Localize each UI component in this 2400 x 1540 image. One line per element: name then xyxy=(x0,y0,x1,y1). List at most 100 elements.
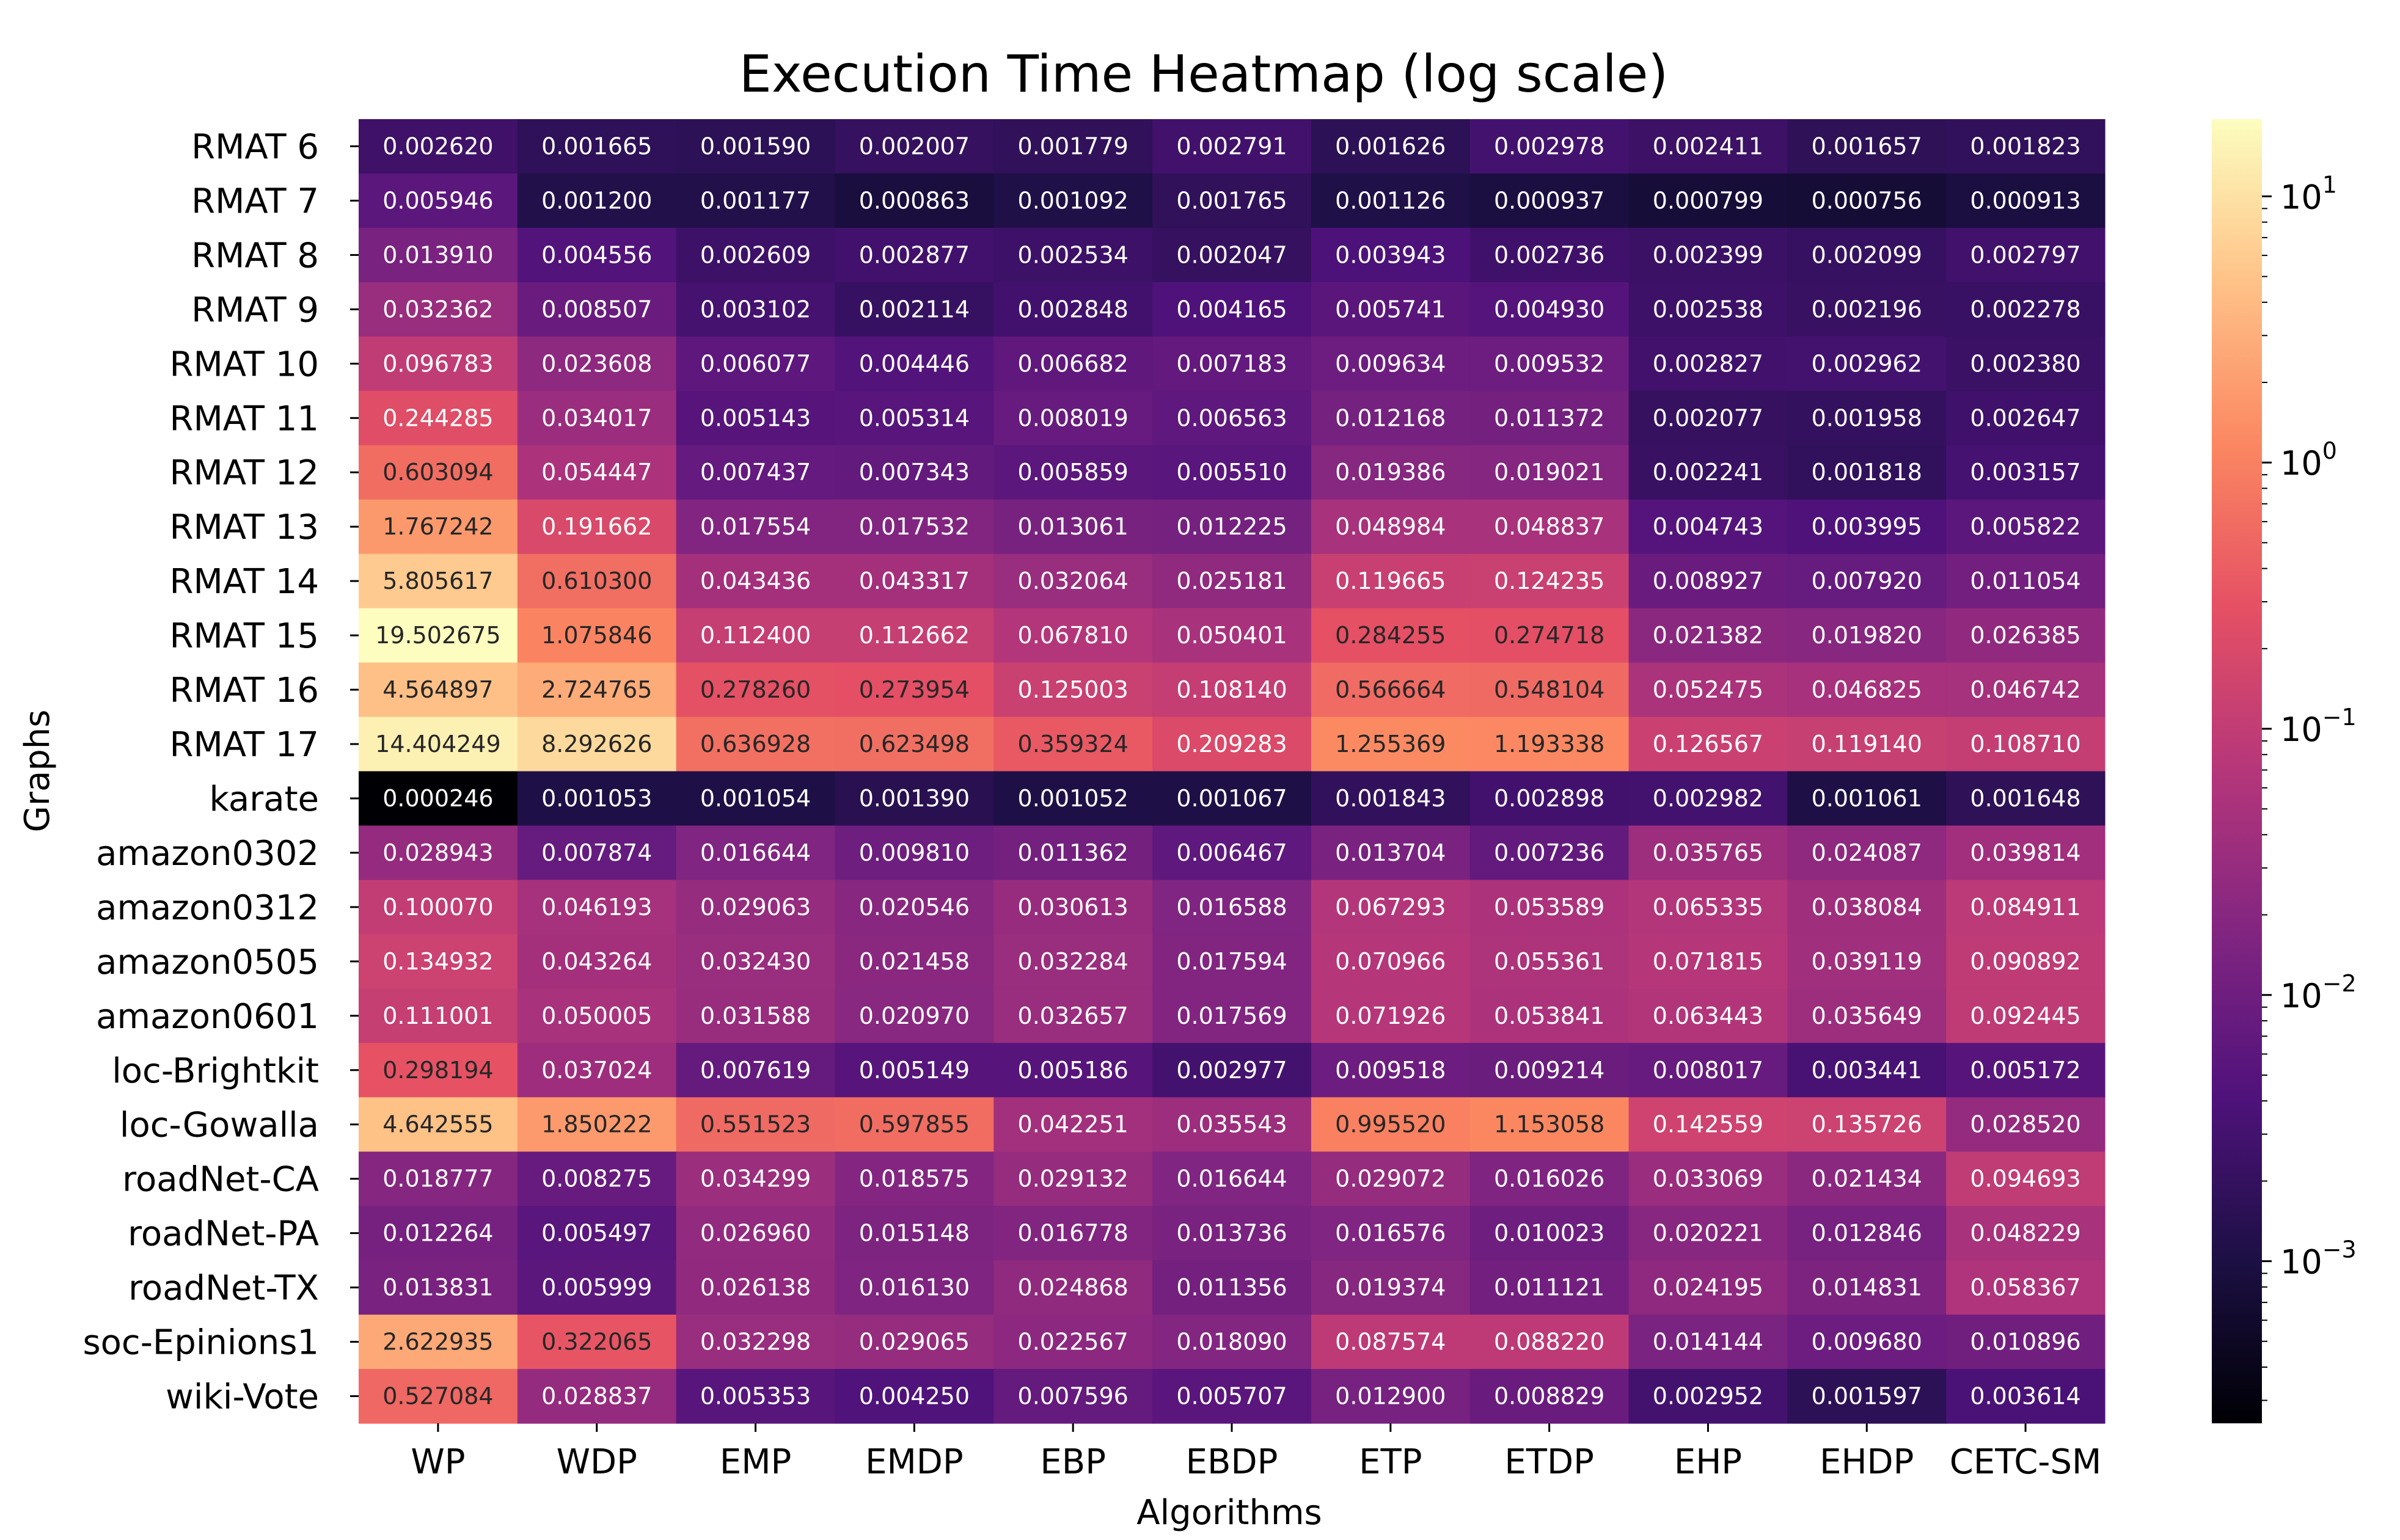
heatmap-cell xyxy=(993,173,1153,228)
heatmap-cell xyxy=(1469,445,1630,500)
cell-value-label: 0.005741 xyxy=(1335,296,1446,323)
cell-value-label: 0.032064 xyxy=(1018,567,1129,594)
heatmap-cell xyxy=(1787,1369,1947,1424)
cell-value-label: 0.298194 xyxy=(382,1057,493,1084)
colorbar-tick-label: 10−1 xyxy=(2280,704,2357,749)
cell-value-label: 0.000863 xyxy=(859,187,970,214)
row-label: amazon0601 xyxy=(96,997,319,1037)
cell-value-label: 0.012900 xyxy=(1335,1383,1446,1410)
cell-value-label: 0.039119 xyxy=(1812,948,1922,975)
heatmap-cell xyxy=(517,1369,677,1424)
heatmap-cell xyxy=(1152,1151,1312,1206)
heatmap-cell xyxy=(993,825,1153,881)
cell-value-label: 0.018090 xyxy=(1176,1329,1287,1356)
cell-value-label: 0.002538 xyxy=(1653,296,1763,323)
cell-value-label: 0.046193 xyxy=(541,894,652,921)
heatmap-cell xyxy=(1787,336,1947,392)
heatmap-cell xyxy=(1311,608,1471,663)
heatmap-cell xyxy=(1152,499,1312,555)
heatmap-cell xyxy=(676,934,836,989)
colorbar xyxy=(2212,119,2262,1423)
heatmap-cell xyxy=(676,1206,836,1261)
cell-value-label: 0.065335 xyxy=(1653,894,1763,921)
heatmap-cell xyxy=(1946,227,2105,283)
cell-value-label: 0.002047 xyxy=(1176,241,1287,268)
cell-value-label: 0.007920 xyxy=(1812,567,1922,594)
cell-value-label: 2.622935 xyxy=(382,1329,493,1356)
cell-value-label: 0.043264 xyxy=(541,948,652,975)
cell-value-label: 0.007874 xyxy=(541,839,652,866)
heatmap-cell xyxy=(1628,227,1788,283)
heatmap-cell xyxy=(359,608,518,663)
heatmap-cell xyxy=(993,1315,1153,1370)
heatmap-cell xyxy=(359,662,518,718)
cell-value-label: 0.005172 xyxy=(1970,1057,2080,1084)
cell-value-label: 0.013704 xyxy=(1335,839,1446,866)
cell-value-label: 0.005822 xyxy=(1970,513,2080,540)
heatmap-cell xyxy=(1628,717,1788,772)
cell-value-label: 0.020970 xyxy=(859,1002,970,1029)
cell-value-label: 0.009532 xyxy=(1494,350,1604,377)
cell-value-label: 0.108710 xyxy=(1970,731,2080,757)
heatmap-cell xyxy=(1311,1260,1471,1315)
heatmap-cell xyxy=(993,934,1153,989)
heatmap-cell xyxy=(1946,553,2105,609)
x-axis-label: Algorithms xyxy=(1136,1493,1322,1533)
cell-value-label: 0.020546 xyxy=(859,894,970,921)
cell-value-label: 0.028520 xyxy=(1970,1111,2080,1138)
cell-value-label: 0.005143 xyxy=(700,404,811,431)
cell-value-label: 0.067810 xyxy=(1018,622,1129,649)
cell-value-label: 0.001958 xyxy=(1812,404,1922,431)
cell-value-label: 0.019386 xyxy=(1335,459,1446,486)
row-label: RMAT 12 xyxy=(170,453,319,493)
heatmap-cell xyxy=(517,717,677,772)
heatmap-cell xyxy=(1787,227,1947,283)
heatmap-cell xyxy=(1311,390,1471,446)
heatmap-cell xyxy=(1628,336,1788,392)
heatmap-cell xyxy=(517,282,677,337)
heatmap-cell xyxy=(835,662,994,718)
heatmap-cell xyxy=(676,662,836,718)
heatmap-cell xyxy=(676,1369,836,1424)
heatmap-cell xyxy=(1152,717,1312,772)
heatmap-cell xyxy=(1628,390,1788,446)
heatmap-cell xyxy=(1628,1043,1788,1098)
cell-value-label: 0.603094 xyxy=(382,459,493,486)
cell-value-label: 0.001390 xyxy=(859,785,970,812)
cell-value-label: 0.009680 xyxy=(1812,1329,1922,1356)
column-label: EMP xyxy=(720,1442,791,1482)
cell-value-label: 0.112662 xyxy=(859,622,970,649)
heatmap-cell xyxy=(676,988,836,1043)
cell-value-label: 0.053589 xyxy=(1494,894,1604,921)
heatmap-cell xyxy=(676,553,836,609)
heatmap-cell xyxy=(359,825,518,881)
cell-value-label: 0.001648 xyxy=(1970,785,2080,812)
cell-value-label: 0.001177 xyxy=(700,187,811,214)
cell-value-label: 0.012168 xyxy=(1335,404,1446,431)
heatmap-cell xyxy=(993,1097,1153,1152)
heatmap-cell xyxy=(835,1151,994,1206)
heatmap-cell xyxy=(359,173,518,228)
cell-value-label: 0.001054 xyxy=(700,785,811,812)
heatmap-cell xyxy=(1311,825,1471,881)
cell-value-label: 0.058367 xyxy=(1970,1274,2080,1301)
heatmap-cell xyxy=(1311,662,1471,718)
heatmap-cell xyxy=(1311,553,1471,609)
cell-value-label: 0.001053 xyxy=(541,785,652,812)
heatmap-cell xyxy=(835,499,994,555)
column-label: EHP xyxy=(1674,1442,1742,1482)
cell-value-label: 0.002898 xyxy=(1494,785,1604,812)
cell-value-label: 0.030613 xyxy=(1018,894,1129,921)
cell-value-label: 0.014144 xyxy=(1653,1329,1763,1356)
heatmap-cell xyxy=(676,1151,836,1206)
cell-value-label: 0.002982 xyxy=(1653,785,1763,812)
heatmap-cell xyxy=(1469,227,1630,283)
heatmap-cell xyxy=(1787,119,1947,174)
heatmap-cell xyxy=(1152,553,1312,609)
cell-value-label: 0.003441 xyxy=(1812,1057,1922,1084)
heatmap-cell xyxy=(1152,825,1312,881)
cell-value-label: 0.048229 xyxy=(1970,1220,2080,1247)
heatmap-cell xyxy=(835,934,994,989)
column-label: EMDP xyxy=(865,1442,964,1482)
